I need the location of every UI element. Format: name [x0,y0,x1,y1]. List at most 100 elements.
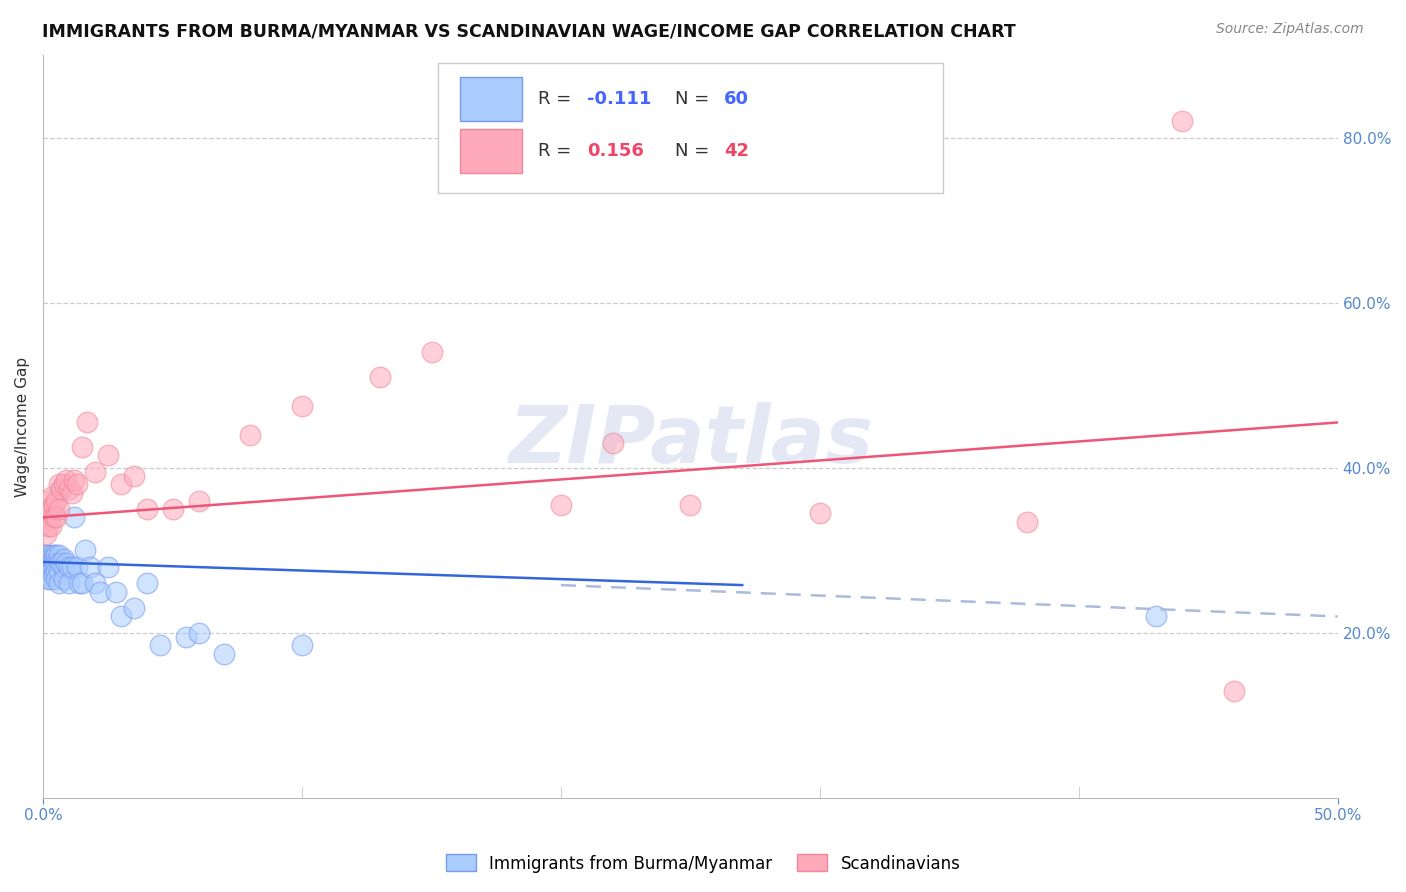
Point [48,502,70,516]
Point [39,564,62,578]
Point [35,502,58,516]
Point [104,584,127,599]
Point [37,518,59,533]
Text: ZIPatlas: ZIPatlas [508,402,873,481]
Point [37,568,59,582]
Point [187,494,209,508]
Point [368,370,391,384]
Y-axis label: Wage/Income Gap: Wage/Income Gap [15,357,30,497]
Text: -0.111: -0.111 [586,90,651,108]
Point [39,490,62,504]
Point [35,568,58,582]
Point [73,543,96,558]
Point [60,560,83,574]
Point [39,502,62,516]
Point [214,647,236,661]
Point [58,560,80,574]
Point [42,560,65,574]
Text: R =: R = [537,90,576,108]
Point [45,572,67,586]
Text: IMMIGRANTS FROM BURMA/MYANMAR VS SCANDINAVIAN WAGE/INCOME GAP CORRELATION CHART: IMMIGRANTS FROM BURMA/MYANMAR VS SCANDIN… [42,22,1017,40]
Point [45,510,67,524]
Point [63,510,86,524]
Point [162,502,184,516]
Point [97,560,120,574]
Point [1171,114,1194,128]
Point [51,482,73,496]
Point [48,564,70,578]
Point [35,564,58,578]
Point [291,638,314,652]
Point [39,551,62,566]
Point [1144,609,1167,624]
Point [1015,515,1038,529]
Text: Source: ZipAtlas.com: Source: ZipAtlas.com [1216,22,1364,37]
Point [39,518,62,533]
Point [602,436,624,450]
Point [84,465,107,479]
FancyBboxPatch shape [439,62,943,193]
Point [37,560,59,574]
Legend: Immigrants from Burma/Myanmar, Scandinavians: Immigrants from Burma/Myanmar, Scandinav… [439,847,967,880]
Point [37,548,59,562]
Point [48,477,70,491]
Point [35,556,58,570]
Point [110,609,132,624]
Point [122,601,145,615]
Point [110,477,132,491]
Point [39,556,62,570]
Point [52,477,75,491]
Point [187,626,209,640]
Point [122,469,145,483]
Point [51,556,73,570]
Point [35,548,58,562]
Text: R =: R = [537,142,576,160]
Point [42,556,65,570]
Text: 60: 60 [724,90,749,108]
Point [67,576,90,591]
Point [808,506,831,520]
Point [291,399,314,413]
Point [42,548,65,562]
Point [84,576,107,591]
Point [174,630,197,644]
Text: N =: N = [675,142,714,160]
Point [48,556,70,570]
Point [66,477,89,491]
Point [58,576,80,591]
Point [97,449,120,463]
Point [37,572,59,586]
Point [70,440,93,454]
Point [48,576,70,591]
Point [1223,683,1246,698]
Point [52,551,75,566]
Point [39,572,62,586]
Point [39,548,62,562]
Point [35,527,58,541]
Point [52,572,75,586]
Point [39,560,62,574]
Point [37,564,59,578]
Point [45,564,67,578]
Point [135,502,157,516]
Point [48,548,70,562]
Point [239,428,262,442]
Point [45,494,67,508]
FancyBboxPatch shape [460,78,522,120]
Point [420,345,443,359]
Point [52,560,75,574]
Point [37,551,59,566]
Point [60,485,83,500]
Point [37,556,59,570]
Point [42,510,65,524]
Point [76,416,98,430]
Point [149,638,172,652]
Text: 0.156: 0.156 [586,142,644,160]
Point [58,482,80,496]
Point [42,498,65,512]
Point [550,498,572,512]
Point [70,576,93,591]
Point [679,498,702,512]
Point [89,584,111,599]
Point [35,560,58,574]
